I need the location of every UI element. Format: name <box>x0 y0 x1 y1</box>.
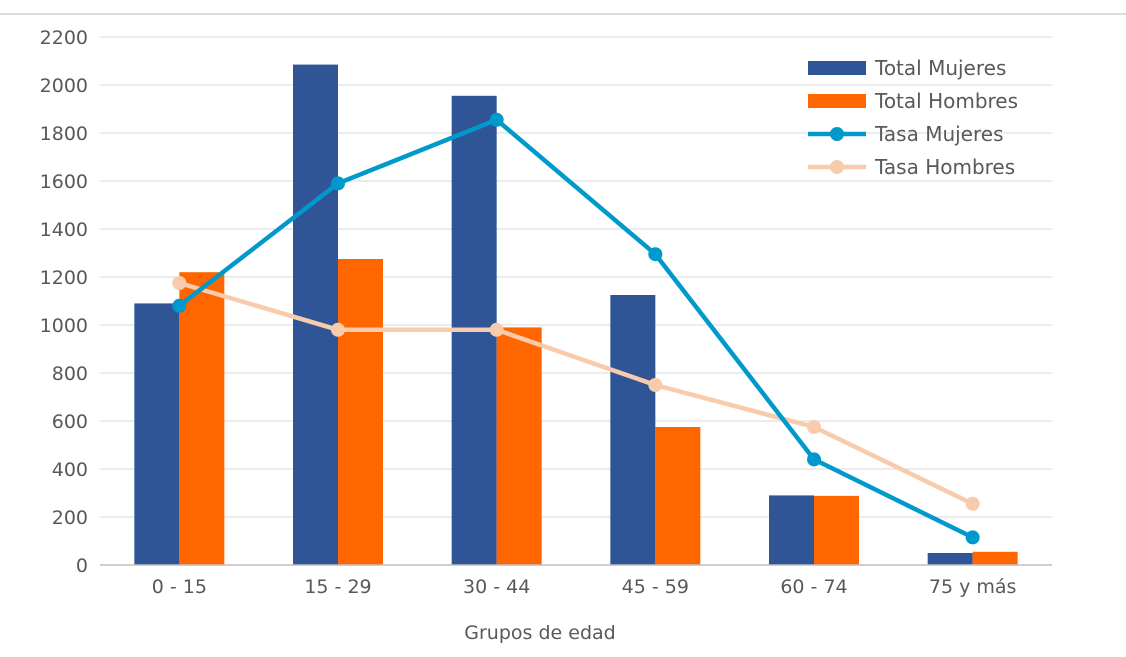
bar-total-mujeres <box>134 303 180 565</box>
point-tasa-hombres <box>807 420 821 434</box>
y-tick-label: 1000 <box>40 315 88 337</box>
x-tick-label: 30 - 44 <box>463 576 530 598</box>
y-tick-label: 400 <box>52 459 88 481</box>
y-tick-label: 0 <box>76 555 88 577</box>
x-tick-label: 0 - 15 <box>152 576 207 598</box>
legend: Total Mujeres Total Hombres Tasa Mujeres Ta… <box>808 56 1018 179</box>
y-tick-label: 2000 <box>40 75 88 97</box>
legend-label-tasa-mujeres: Tasa Mujeres <box>874 122 1004 146</box>
bar-total-mujeres <box>927 553 973 565</box>
legend-label-total-mujeres: Total Mujeres <box>874 56 1006 80</box>
y-tick-label: 600 <box>52 411 88 433</box>
y-tick-label: 200 <box>52 507 88 529</box>
x-tick-label: 15 - 29 <box>304 576 371 598</box>
point-tasa-hombres <box>489 322 504 337</box>
line-tasa-hombres <box>177 280 975 507</box>
legend-label-tasa-hombres: Tasa Hombres <box>874 155 1015 179</box>
bar-total-hombres <box>972 551 1018 565</box>
point-tasa-mujeres <box>648 247 663 262</box>
point-tasa-hombres <box>331 322 345 337</box>
x-axis-tick-labels: 0 - 15 15 - 29 30 - 44 45 - 59 60 - 74 75 y m… <box>152 576 1017 598</box>
y-tick-label: 800 <box>52 363 88 385</box>
bar-total-mujeres <box>769 495 814 565</box>
gridlines <box>100 36 1052 518</box>
bar-total-mujeres <box>293 64 338 565</box>
bar-total-mujeres <box>610 295 656 565</box>
line-tasa-mujeres <box>177 117 975 540</box>
bar-total-hombres <box>814 495 859 565</box>
point-tasa-hombres <box>172 276 187 290</box>
y-tick-label: 2200 <box>40 27 88 49</box>
bar-total-hombres <box>496 327 542 565</box>
y-axis-tick-labels: 0 200 400 600 800 1000 1200 1400 1600 1800 2000 220… <box>40 27 88 577</box>
y-tick-label: 1200 <box>40 267 88 289</box>
x-axis-title: Grupos de edad <box>464 622 615 644</box>
bar-total-hombres <box>655 427 701 565</box>
y-tick-label: 1600 <box>40 171 88 193</box>
bar-total-hombres <box>179 272 225 565</box>
legend-label-total-hombres: Total Hombres <box>874 89 1018 113</box>
point-tasa-mujeres <box>172 298 187 313</box>
line-series <box>172 112 980 545</box>
legend-marker-tasa-mujeres <box>830 127 844 141</box>
point-tasa-mujeres <box>331 176 345 191</box>
bar-series <box>134 64 1018 566</box>
legend-swatch-total-hombres <box>808 94 866 108</box>
point-tasa-hombres <box>648 378 663 392</box>
x-tick-label: 75 y más <box>929 576 1017 598</box>
point-tasa-mujeres <box>965 530 980 545</box>
y-tick-label: 1400 <box>40 219 88 241</box>
bar-total-hombres <box>338 259 383 565</box>
point-tasa-mujeres <box>489 112 504 127</box>
x-tick-label: 45 - 59 <box>622 576 689 598</box>
x-tick-label: 60 - 74 <box>780 576 847 598</box>
point-tasa-hombres <box>965 496 980 511</box>
point-tasa-mujeres <box>807 452 821 467</box>
legend-marker-tasa-hombres <box>830 160 844 174</box>
y-tick-label: 1800 <box>40 123 88 145</box>
legend-swatch-total-mujeres <box>808 61 866 75</box>
